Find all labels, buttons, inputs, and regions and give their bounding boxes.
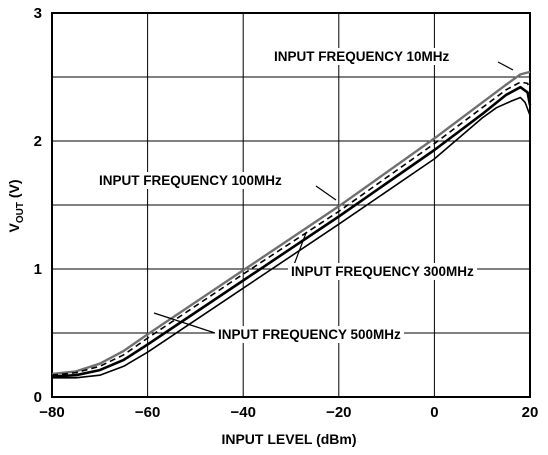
annotation-0: INPUT FREQUENCY 10MHz — [271, 48, 514, 71]
x-tick-label: −80 — [39, 404, 64, 421]
annotation-label: INPUT FREQUENCY 500MHz — [218, 327, 401, 342]
series-line-0 — [51, 70, 531, 376]
annotation-label: INPUT FREQUENCY 100MHz — [99, 173, 282, 188]
y-axis-label-main: V — [6, 223, 22, 233]
series-lines — [51, 70, 532, 379]
y-tick-label: 1 — [34, 261, 42, 278]
series-line-1 — [51, 81, 531, 376]
annotations: INPUT FREQUENCY 10MHz INPUT FREQUENCY 100… — [96, 48, 514, 343]
x-axis-label: INPUT LEVEL (dBm) — [221, 431, 356, 447]
annotation-1: INPUT FREQUENCY 100MHz — [96, 172, 337, 201]
series-line-2 — [51, 85, 532, 378]
y-axis-label-unit: (V) — [6, 179, 22, 202]
annotation-label: INPUT FREQUENCY 300MHz — [291, 264, 474, 279]
annotation-label-background — [215, 326, 405, 343]
x-tick-label: −60 — [135, 404, 160, 421]
x-tick-label: −20 — [326, 404, 351, 421]
series-line-3 — [52, 96, 531, 379]
x-tick-label: 20 — [522, 404, 539, 421]
y-tick-label: 2 — [34, 133, 42, 150]
x-tick-label: 0 — [430, 404, 438, 421]
annotation-leader-line — [315, 185, 337, 201]
annotation-3: INPUT FREQUENCY 500MHz — [153, 312, 405, 343]
tick-labels: −80 −60 −40 −20 0 20 0 1 2 3 — [34, 5, 539, 421]
y-axis-label-subscript: OUT — [15, 202, 26, 223]
annotation-label: INPUT FREQUENCY 10MHz — [274, 49, 450, 64]
x-tick-label: −40 — [230, 404, 255, 421]
annotation-label-background — [271, 48, 453, 65]
plot-frame — [51, 12, 531, 398]
annotation-label-background — [288, 263, 478, 280]
annotation-leader-line — [153, 312, 216, 334]
annotation-2: INPUT FREQUENCY 300MHz — [288, 232, 478, 280]
y-tick-label: 0 — [34, 389, 42, 406]
y-tick-label: 3 — [34, 5, 42, 22]
annotation-leader-line — [497, 61, 514, 71]
y-axis-label: VOUT (V) — [6, 179, 26, 232]
annotation-label-background — [96, 172, 286, 189]
